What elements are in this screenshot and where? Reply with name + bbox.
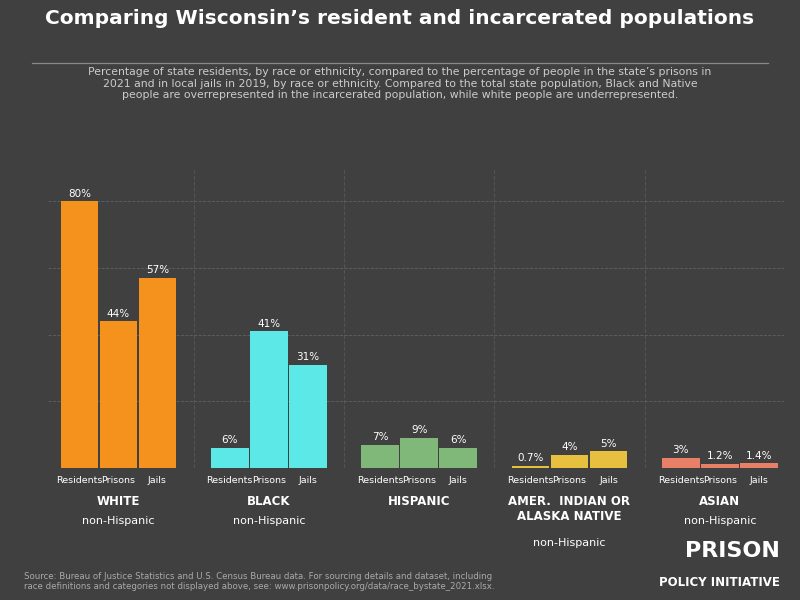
Text: 44%: 44% (107, 308, 130, 319)
Bar (362, 445, 399, 468)
Text: Residents: Residents (56, 476, 102, 485)
Bar (61, 202, 98, 468)
Text: Jails: Jails (750, 476, 768, 485)
Text: 7%: 7% (372, 432, 388, 442)
Text: 1.4%: 1.4% (746, 451, 772, 461)
Bar (439, 448, 477, 468)
Bar (400, 438, 438, 468)
Bar (662, 458, 700, 468)
Text: Prisons: Prisons (102, 476, 135, 485)
Bar (289, 365, 326, 468)
Text: 3%: 3% (673, 445, 689, 455)
Bar (740, 463, 778, 468)
Text: Jails: Jails (449, 476, 467, 485)
Bar (211, 448, 249, 468)
Text: Jails: Jails (298, 476, 318, 485)
Text: 5%: 5% (600, 439, 617, 449)
Text: 9%: 9% (411, 425, 427, 436)
Bar (99, 322, 138, 468)
Text: 57%: 57% (146, 265, 169, 275)
Text: Source: Bureau of Justice Statistics and U.S. Census Bureau data. For sourcing d: Source: Bureau of Justice Statistics and… (24, 572, 494, 591)
Bar (512, 466, 550, 468)
Text: Jails: Jails (599, 476, 618, 485)
Text: 31%: 31% (296, 352, 319, 362)
Text: 6%: 6% (450, 436, 466, 445)
Text: ASIAN: ASIAN (699, 494, 740, 508)
Bar (590, 451, 627, 468)
Text: Percentage of state residents, by race or ethnicity, compared to the percentage : Percentage of state residents, by race o… (88, 67, 712, 100)
Bar (250, 331, 288, 468)
Text: non-Hispanic: non-Hispanic (534, 538, 606, 548)
Text: Residents: Residents (658, 476, 704, 485)
Text: Residents: Residents (357, 476, 403, 485)
Text: Comparing Wisconsin’s resident and incarcerated populations: Comparing Wisconsin’s resident and incar… (46, 9, 754, 28)
Text: 4%: 4% (562, 442, 578, 452)
Text: AMER.  INDIAN OR
ALASKA NATIVE: AMER. INDIAN OR ALASKA NATIVE (509, 494, 630, 523)
Text: Prisons: Prisons (703, 476, 737, 485)
Text: non-Hispanic: non-Hispanic (233, 517, 305, 526)
Text: non-Hispanic: non-Hispanic (683, 517, 756, 526)
Text: POLICY INITIATIVE: POLICY INITIATIVE (659, 576, 780, 589)
Bar (701, 464, 738, 468)
Text: 41%: 41% (258, 319, 280, 329)
Text: Prisons: Prisons (402, 476, 436, 485)
Text: PRISON: PRISON (685, 541, 780, 561)
Text: BLACK: BLACK (247, 494, 290, 508)
Bar (138, 278, 176, 468)
Text: 0.7%: 0.7% (518, 453, 544, 463)
Text: HISPANIC: HISPANIC (388, 494, 450, 508)
Text: Prisons: Prisons (553, 476, 586, 485)
Text: non-Hispanic: non-Hispanic (82, 517, 154, 526)
Text: Residents: Residents (507, 476, 554, 485)
Text: 6%: 6% (222, 436, 238, 445)
Text: Residents: Residents (206, 476, 253, 485)
Text: 80%: 80% (68, 188, 91, 199)
Text: WHITE: WHITE (97, 494, 140, 508)
Bar (550, 455, 588, 468)
Text: Prisons: Prisons (252, 476, 286, 485)
Text: 1.2%: 1.2% (706, 451, 733, 461)
Text: Jails: Jails (148, 476, 167, 485)
